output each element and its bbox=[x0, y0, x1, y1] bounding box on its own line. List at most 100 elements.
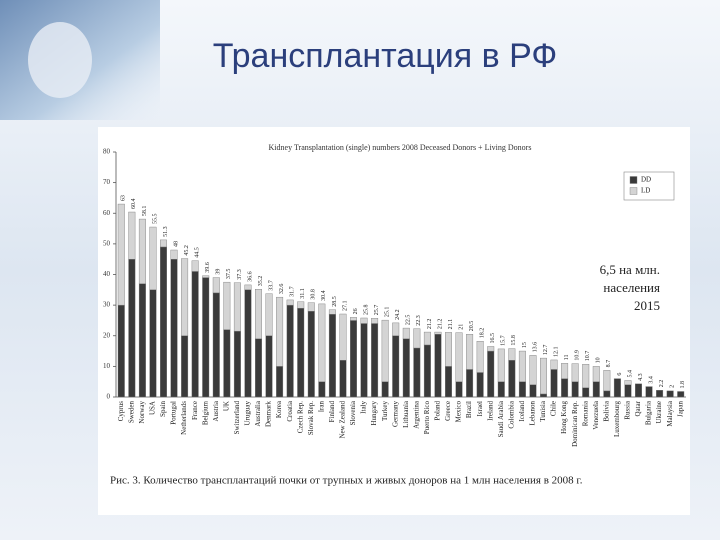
bar-segment bbox=[571, 363, 579, 382]
x-tick-label: Venezuela bbox=[592, 400, 600, 430]
bar-segment bbox=[487, 346, 495, 352]
bar-segment bbox=[339, 360, 347, 398]
x-tick-label: Denmark bbox=[265, 401, 273, 428]
bar-segment bbox=[508, 360, 516, 398]
data-label: 39.6 bbox=[205, 262, 211, 273]
bar-segment bbox=[350, 320, 357, 398]
slide-title: Трансплантация в РФ bbox=[213, 37, 557, 75]
data-label: 48 bbox=[173, 241, 179, 247]
x-tick-label: Colombia bbox=[507, 400, 515, 429]
x-tick-label: Austria bbox=[212, 400, 220, 422]
x-tick-label: Romania bbox=[581, 400, 589, 426]
data-label: 18.2 bbox=[480, 328, 486, 339]
bar-segment bbox=[656, 390, 664, 398]
x-tick-label: Netherlands bbox=[180, 401, 188, 435]
bar-segment bbox=[529, 384, 537, 398]
data-label: 36.6 bbox=[247, 271, 253, 282]
bar-segment bbox=[508, 348, 516, 361]
data-label: 25.1 bbox=[385, 307, 391, 318]
data-label: 8.7 bbox=[606, 360, 612, 368]
data-label: 22.3 bbox=[416, 315, 422, 326]
data-label: 10 bbox=[596, 357, 602, 363]
bar-segment bbox=[613, 378, 621, 398]
bar-segment bbox=[128, 211, 136, 260]
bar-segment bbox=[592, 381, 600, 398]
bar-segment bbox=[518, 350, 526, 382]
bar-segment bbox=[233, 330, 241, 398]
bar-segment bbox=[392, 322, 400, 336]
bar-segment bbox=[582, 387, 590, 398]
x-tick-label: Uruguay bbox=[244, 401, 252, 426]
photo-figure bbox=[28, 22, 92, 98]
bar-segment bbox=[381, 381, 389, 398]
data-label: 12.1 bbox=[553, 346, 559, 357]
data-label: 32.6 bbox=[279, 284, 285, 295]
bar-segment bbox=[381, 319, 389, 382]
bar-segment bbox=[318, 303, 326, 382]
bar-segment bbox=[160, 239, 167, 248]
bar-segment bbox=[635, 383, 642, 398]
x-tick-label: Lebanon bbox=[529, 401, 537, 426]
bar-segment bbox=[423, 331, 431, 346]
bar-segment bbox=[476, 372, 484, 398]
bar-segment bbox=[434, 331, 442, 335]
data-label: 15.8 bbox=[511, 335, 517, 346]
bar-segment bbox=[561, 363, 569, 379]
bar-segment bbox=[181, 335, 189, 398]
data-label: 13.6 bbox=[532, 342, 538, 353]
bar-segment bbox=[592, 366, 600, 382]
x-tick-label: Slovak Rep. bbox=[307, 401, 315, 435]
data-label: 6 bbox=[617, 373, 623, 376]
bar-segment bbox=[212, 277, 220, 294]
data-label: 27.1 bbox=[342, 301, 348, 312]
bar-segment bbox=[276, 366, 284, 398]
data-label: 51.3 bbox=[163, 226, 169, 237]
bar-segment bbox=[529, 355, 537, 385]
bar-segment bbox=[244, 289, 252, 398]
x-tick-label: Ireland bbox=[486, 401, 494, 421]
data-label: 60.4 bbox=[131, 199, 137, 210]
bar-segment bbox=[360, 317, 368, 324]
data-label: 25.8 bbox=[363, 304, 369, 315]
legend-label: DD bbox=[641, 176, 651, 184]
bar-segment bbox=[402, 338, 410, 398]
x-tick-label: Poland bbox=[434, 401, 442, 421]
data-label: 63 bbox=[121, 195, 127, 201]
bar-segment bbox=[181, 258, 189, 336]
data-label: 55.5 bbox=[152, 214, 158, 225]
bar-segment bbox=[307, 302, 315, 312]
data-label: 33.7 bbox=[268, 280, 274, 291]
y-tick-label: 10 bbox=[103, 362, 111, 370]
x-tick-label: Japan bbox=[676, 401, 684, 417]
data-label: 31.7 bbox=[290, 286, 296, 297]
plot: 0 10 20 30 40 50 60 70 80 63 Cyprus 60.4 Sweden 58.1 N… bbox=[103, 148, 686, 447]
data-label: 26 bbox=[353, 308, 359, 314]
bar-segment bbox=[202, 277, 210, 398]
x-tick-label: USA bbox=[149, 401, 157, 415]
bar-segment bbox=[360, 323, 368, 398]
bar-segment bbox=[603, 370, 611, 392]
bar-segment bbox=[466, 334, 474, 370]
data-label: 31.1 bbox=[300, 288, 306, 299]
data-label: 3.4 bbox=[648, 376, 654, 384]
x-tick-label: Iceland bbox=[518, 401, 526, 422]
bar-segment bbox=[255, 289, 262, 340]
data-label: 35.2 bbox=[258, 276, 264, 287]
data-label: 11 bbox=[564, 355, 570, 361]
y-tick-label: 40 bbox=[103, 270, 111, 278]
bar-segment bbox=[328, 309, 336, 315]
x-tick-label: Australia bbox=[254, 400, 262, 427]
x-tick-label: Slovenia bbox=[349, 400, 357, 425]
x-tick-label: Italy bbox=[360, 401, 368, 414]
bar-segment bbox=[466, 369, 474, 398]
bar-segment bbox=[518, 381, 526, 398]
y-tick-label: 50 bbox=[103, 239, 111, 247]
data-label: 21.2 bbox=[427, 319, 433, 330]
bar-segment bbox=[128, 258, 136, 398]
x-tick-label: Sweden bbox=[127, 401, 135, 424]
data-label: 15.7 bbox=[501, 335, 507, 346]
x-tick-label: Lithuania bbox=[402, 400, 410, 428]
bar-segment bbox=[571, 381, 579, 398]
bar-segment bbox=[413, 328, 421, 349]
bar-segment bbox=[138, 283, 146, 398]
